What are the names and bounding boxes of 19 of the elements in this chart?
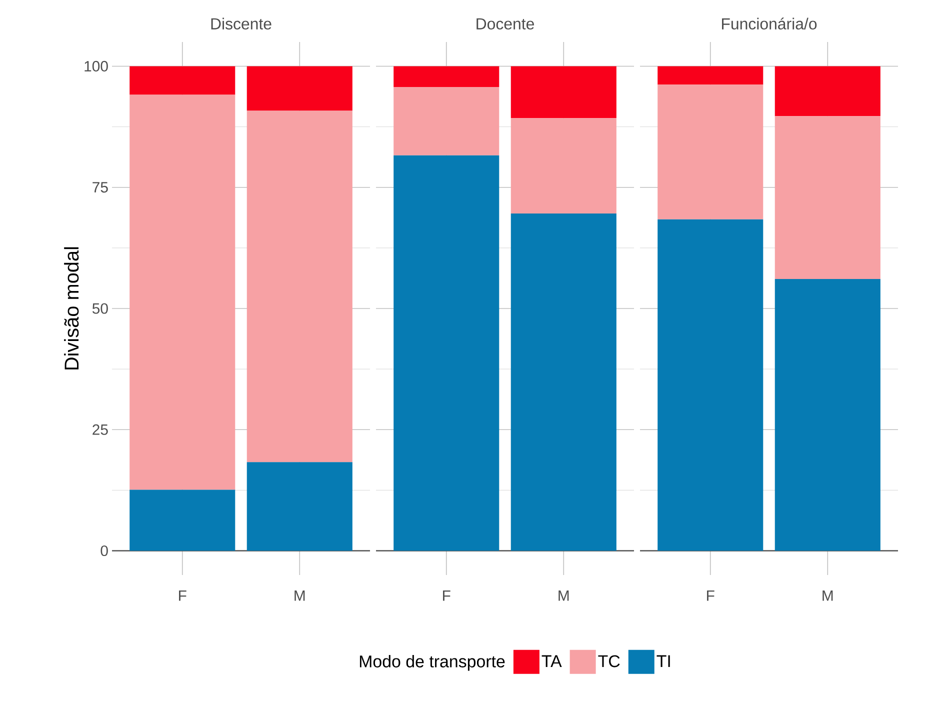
x-tick-label: F <box>707 590 714 601</box>
legend-title: Modo de transporte <box>360 655 505 671</box>
legend-label: TA <box>542 655 562 667</box>
y-tick-label: 100 <box>84 60 108 72</box>
y-axis-title: Divisão modal <box>64 247 79 370</box>
x-tick-label: M <box>822 590 833 601</box>
y-tick-label: 25 <box>92 424 108 435</box>
x-tick-label: M <box>558 590 569 601</box>
y-tick-label: 0 <box>100 545 108 556</box>
chart-title: Discente <box>211 18 272 30</box>
chart-title: Docente <box>476 18 534 30</box>
legend-label: TI <box>656 655 670 667</box>
y-tick-label: 50 <box>92 303 108 314</box>
chart-title: Funcionária/o <box>722 18 817 30</box>
y-tick-label: 75 <box>92 182 108 193</box>
legend-label: TC <box>598 655 620 668</box>
x-tick-label: F <box>179 590 186 601</box>
x-tick-label: F <box>443 590 450 601</box>
x-tick-label: M <box>294 590 305 601</box>
